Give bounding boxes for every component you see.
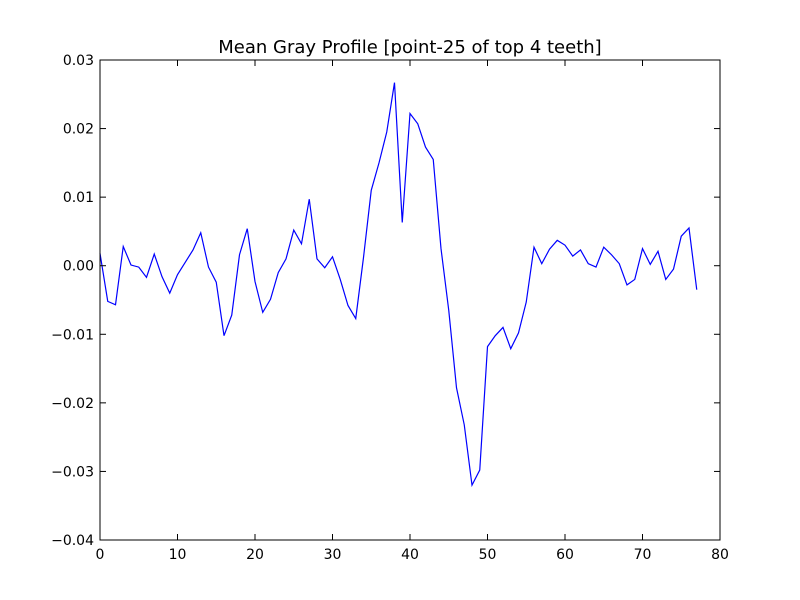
x-tick-label: 0 — [96, 547, 105, 563]
plot-area-frame — [99, 59, 721, 541]
x-tick-label: 30 — [324, 547, 342, 563]
y-tick-label: 0.00 — [63, 259, 94, 275]
x-tick-label: 80 — [711, 547, 729, 563]
y-tick-label: −0.01 — [51, 327, 94, 343]
series-line — [99, 82, 698, 488]
y-tick-label: 0.02 — [63, 122, 94, 138]
x-tick-label: 20 — [246, 547, 264, 563]
y-tick-label: −0.04 — [51, 533, 94, 549]
x-tick-label: 60 — [556, 547, 574, 563]
tick-layer: 0 10 20 30 40 50 60 70 80 −0.04 −0.03 −0.02 −0.01 0.0… — [51, 53, 729, 563]
x-tick-label: 10 — [169, 547, 187, 563]
x-tick-label: 40 — [401, 547, 419, 563]
y-tick-label: −0.02 — [51, 396, 94, 412]
y-tick-label: 0.03 — [63, 53, 94, 69]
y-tick-label: 0.01 — [63, 190, 94, 206]
x-tick-label: 70 — [634, 547, 652, 563]
series-layer — [99, 82, 698, 488]
chart-title: Mean Gray Profile [point-25 of top 4 tee… — [218, 37, 601, 58]
y-tick-label: −0.03 — [51, 464, 94, 480]
x-tick-label: 50 — [479, 547, 497, 563]
